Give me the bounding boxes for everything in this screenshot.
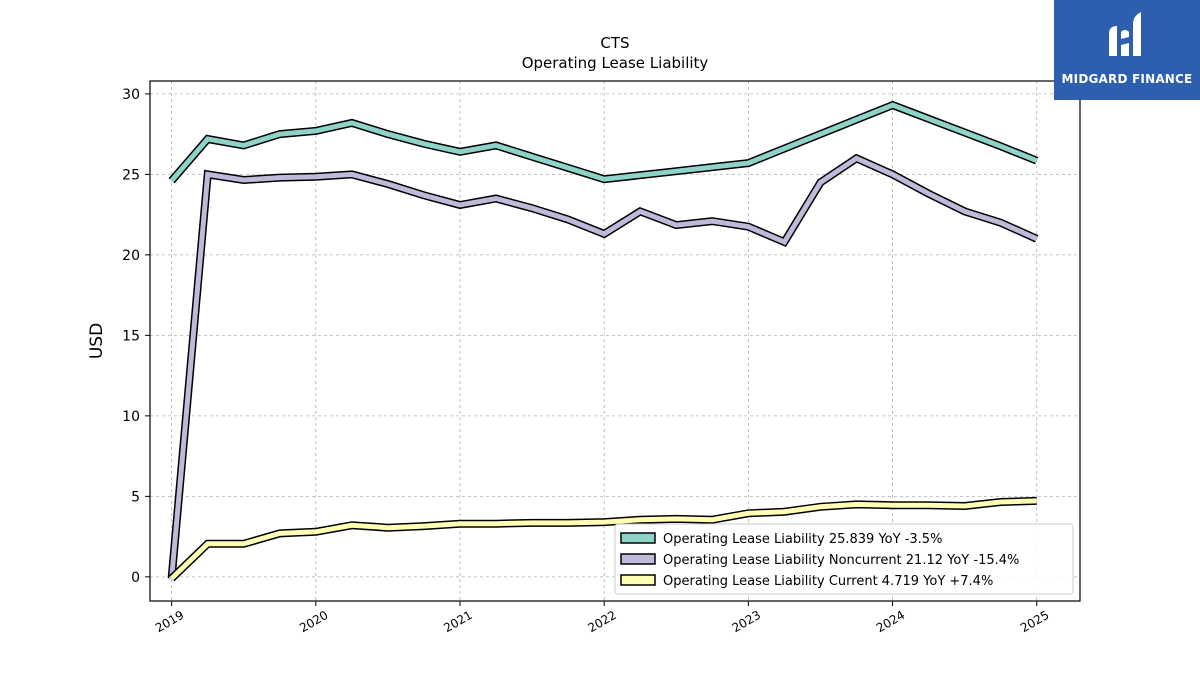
y-tick-label: 0 [131,570,140,586]
y-tick-label: 20 [122,248,140,264]
legend-entry: Operating Lease Liability 25.839 YoY -3.… [663,532,942,547]
x-tick-label: 2024 [874,608,907,635]
legend-entry: Operating Lease Liability Current 4.719 … [663,574,993,589]
legend-box [614,523,1074,595]
series-lines [167,100,1039,582]
y-axis-label: USD [87,323,107,359]
x-tick-label: 2022 [585,608,618,635]
x-tick-label: 2020 [297,608,330,635]
series-line [169,155,1038,579]
legend-swatch [620,553,656,565]
y-tick-label: 10 [122,409,140,425]
series-line [169,498,1037,581]
grid [150,81,1080,601]
x-tick-label: 2021 [441,608,474,635]
series-line [169,102,1038,183]
x-tick-label: 2023 [730,608,763,635]
logo-text: MIDGARD FINANCE [1061,72,1193,86]
chart-subtitle: Operating Lease Liability [522,54,709,72]
x-tick-label: 2019 [153,608,186,635]
y-tick-label: 25 [122,167,140,183]
y-tick-label: 30 [122,87,140,103]
legend: Operating Lease Liability 25.839 YoY -3.… [614,523,1074,595]
legend-swatch [620,574,656,586]
chart-title: CTS [600,34,629,52]
y-tick-label: 5 [131,489,140,505]
legend-entry: Operating Lease Liability Noncurrent 21.… [663,553,1019,568]
x-tick-label: 2025 [1018,608,1051,635]
plot-frame [149,80,1081,602]
midgard-finance-logo: MIDGARD FINANCE [1054,0,1200,100]
legend-swatch [620,532,656,544]
y-tick-label: 15 [122,328,140,344]
logo-mark-icon [1109,12,1141,56]
